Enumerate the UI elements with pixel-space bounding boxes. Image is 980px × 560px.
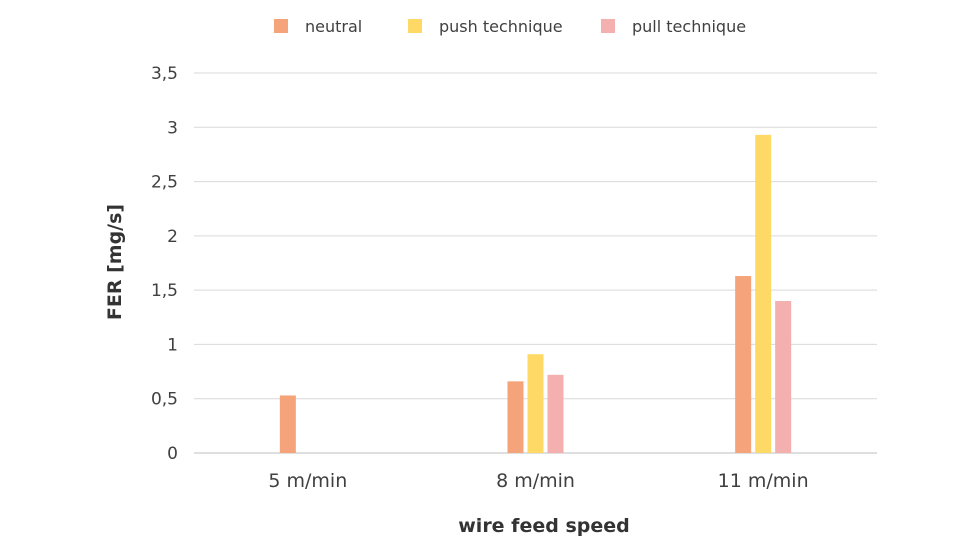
bar-neutral-0 [279,395,296,453]
bars [279,134,792,453]
gridlines [194,72,877,454]
y-tick-label: 0 [167,444,178,464]
legend-label: neutral [305,17,362,36]
y-tick-label: 2 [167,227,178,247]
y-tick-labels: 0 0,5 1 1,5 2 2,5 3 3,5 [151,64,178,464]
y-tick-label: 1,5 [151,281,178,301]
x-tick-label: 8 m/min [496,470,575,492]
x-axis-title: wire feed speed [458,515,629,537]
bar-push-technique-1 [527,354,544,453]
x-tick-label: 11 m/min [718,470,809,492]
legend: neutral push technique pull technique [274,17,746,36]
x-tick-label: 5 m/min [268,470,347,492]
y-tick-label: 1 [167,335,178,355]
y-tick-label: 0,5 [151,390,178,410]
legend-swatch [408,19,422,33]
y-tick-label: 2,5 [151,173,178,193]
bar-push-technique-2 [755,134,772,453]
bar-pull-technique-2 [775,301,792,453]
bar-neutral-1 [507,381,524,453]
legend-swatch [601,19,615,33]
legend-label: push technique [439,17,563,36]
bar-neutral-2 [735,276,752,453]
legend-swatch [274,19,288,33]
bar-pull-technique-1 [547,374,564,453]
y-tick-label: 3,5 [151,64,178,84]
x-tick-labels: 5 m/min 8 m/min 11 m/min [268,470,808,492]
y-axis-title: FER [mg/s] [104,204,126,320]
y-tick-label: 3 [167,118,178,138]
legend-label: pull technique [632,17,746,36]
